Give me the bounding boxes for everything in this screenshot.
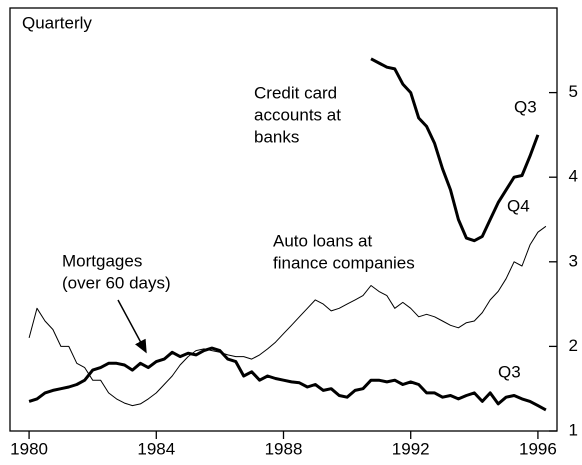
annotation: (over 60 days) xyxy=(62,273,171,292)
annotation: banks xyxy=(254,127,299,146)
x-tick-label: 1996 xyxy=(519,439,557,458)
y-tick-label: 5 xyxy=(569,82,578,101)
series-line xyxy=(28,225,547,407)
annotation: Mortgages xyxy=(62,251,142,270)
arrow xyxy=(117,299,147,354)
x-tick-label: 1980 xyxy=(10,439,48,458)
annotation: Auto loans at xyxy=(273,231,373,250)
y-tick-label: 1 xyxy=(569,420,578,439)
plot-frame xyxy=(9,7,558,432)
x-tick-label: 1984 xyxy=(137,439,175,458)
annotation: Quarterly xyxy=(22,13,92,32)
y-tick-label: 2 xyxy=(569,336,578,355)
series-line xyxy=(370,57,540,243)
annotation: accounts at xyxy=(254,105,341,124)
annotation: Q4 xyxy=(507,196,530,215)
y-tick-label: 4 xyxy=(569,167,578,186)
x-tick-label: 1988 xyxy=(265,439,303,458)
x-tick-label: 1992 xyxy=(392,439,430,458)
annotation: Q3 xyxy=(514,97,537,116)
y-tick-label: 3 xyxy=(569,251,578,270)
annotation: Credit card xyxy=(254,83,337,102)
annotation: finance companies xyxy=(273,253,415,272)
annotation: Q3 xyxy=(498,362,521,381)
series-line xyxy=(28,346,547,412)
